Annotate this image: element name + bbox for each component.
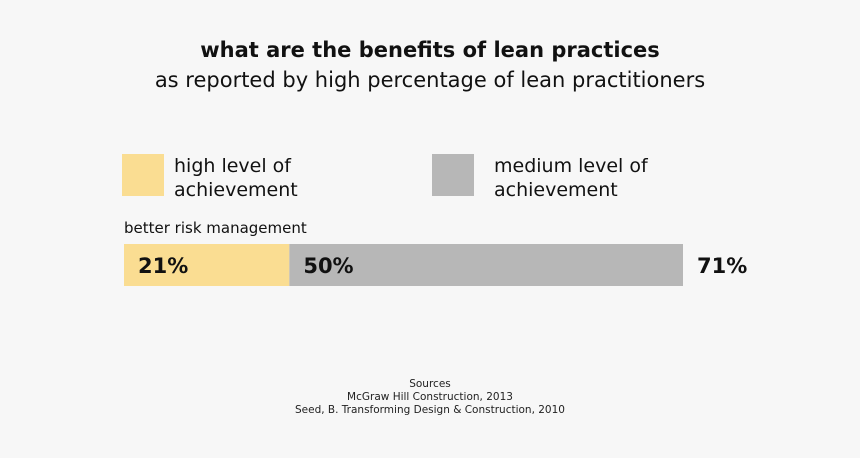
sources-line-2: Seed, B. Transforming Design & Construct…: [295, 404, 565, 416]
sources-block: Sources McGraw Hill Construction, 2013 S…: [0, 378, 860, 417]
legend-label-medium-line-1: medium level of: [494, 155, 648, 177]
bar-value-label-0: 21%: [138, 254, 188, 278]
legend-label-high-line-1: high level of: [174, 155, 291, 177]
chart-title: what are the benefits of lean practices: [200, 38, 660, 62]
category-label: better risk management: [124, 219, 307, 237]
legend-label-high-line-2: achievement: [174, 179, 298, 201]
bar-segment-0: [124, 244, 290, 286]
legend-label-high: high level of achievement: [174, 154, 298, 202]
sources-line-1: McGraw Hill Construction, 2013: [347, 391, 513, 403]
bar-total-label: 71%: [697, 254, 747, 278]
sources-heading: Sources: [409, 378, 451, 390]
bar-segment-1: [289, 244, 683, 286]
legend-swatch-medium: [432, 154, 474, 196]
legend-swatch-high: [122, 154, 164, 196]
chart-subtitle: as reported by high percentage of lean p…: [154, 68, 706, 92]
legend-label-medium-line-2: achievement: [494, 179, 618, 201]
legend-label-medium: medium level of achievement: [494, 154, 648, 202]
bar-value-label-1: 50%: [303, 254, 353, 278]
